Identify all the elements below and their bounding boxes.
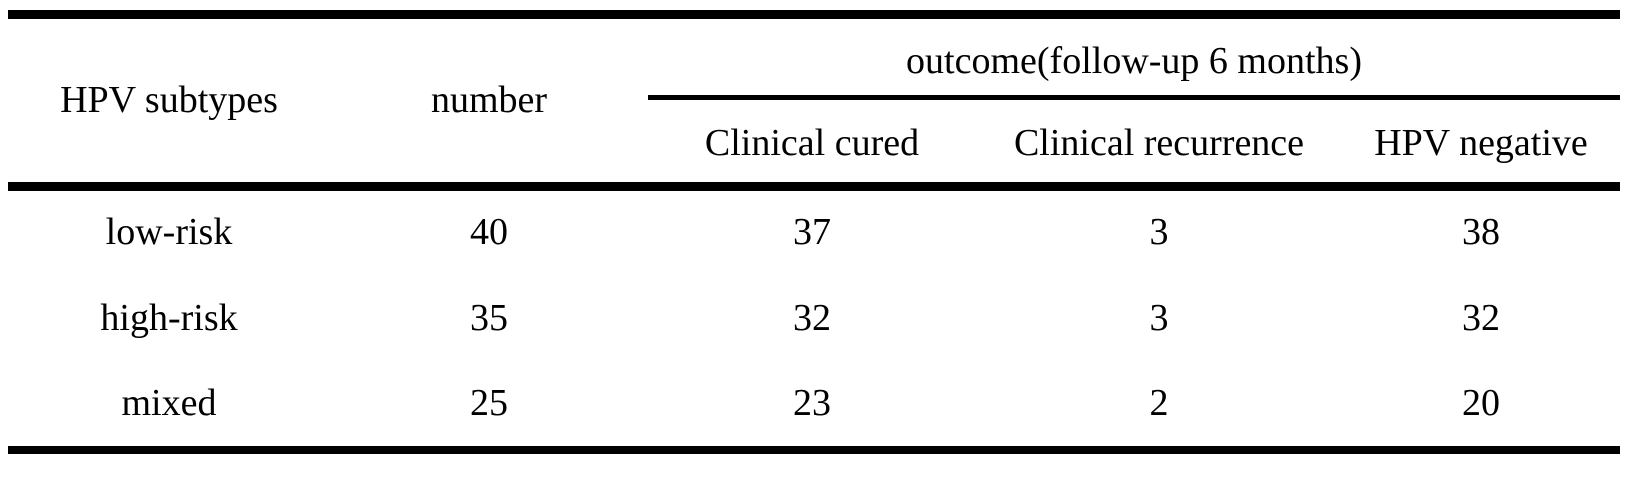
cell-clinical-recurrence: 3 — [1149, 210, 1169, 253]
cell-hpv-negative: 20 — [1462, 382, 1501, 425]
cell-clinical-cured: 37 — [793, 210, 831, 253]
cell-clinical-cured: 23 — [793, 382, 831, 425]
col-header-number: number — [330, 14, 648, 191]
cell-subtype: mixed — [121, 382, 217, 425]
cell-hpv-negative: 38 — [1462, 210, 1501, 253]
table-row-mixed: mixed 25 23 2 20 — [8, 363, 1620, 450]
cell-subtype: high-risk — [100, 296, 238, 339]
cell-clinical-recurrence: 3 — [1149, 296, 1169, 339]
group-header-outcome: outcome(follow-up 6 months) — [648, 14, 1621, 100]
table-row-low-risk: low-risk 40 37 3 38 — [8, 187, 1620, 275]
cell-hpv-negative: 32 — [1462, 296, 1501, 339]
table-header: HPV subtypes number outcome(follow-up 6 … — [8, 14, 1621, 191]
cell-number: 35 — [470, 296, 508, 339]
col-header-hpv-negative: HPV negative — [1342, 97, 1621, 191]
col-header-clinical-recurrence: Clinical recurrence — [976, 97, 1342, 191]
cell-number: 25 — [470, 382, 508, 425]
col-header-clinical-cured: Clinical cured — [648, 97, 976, 191]
header-row-sub: Clinical cured Clinical recurrence HPV n… — [8, 97, 1621, 191]
table-row-high-risk: high-risk 35 32 3 32 — [8, 275, 1620, 363]
col-header-hpv-subtypes: HPV subtypes — [8, 14, 330, 191]
header-row-top: HPV subtypes number outcome(follow-up 6 … — [8, 14, 1621, 191]
hpv-outcomes-table: HPV subtypes number outcome(follow-up 6 … — [8, 10, 1621, 454]
cell-clinical-recurrence: 2 — [1149, 382, 1169, 425]
cell-clinical-cured: 32 — [793, 296, 831, 339]
cell-subtype: low-risk — [105, 210, 233, 253]
cell-number: 40 — [470, 210, 508, 253]
table-body: low-risk 40 37 3 38 high-risk 35 32 3 32… — [8, 187, 1620, 450]
